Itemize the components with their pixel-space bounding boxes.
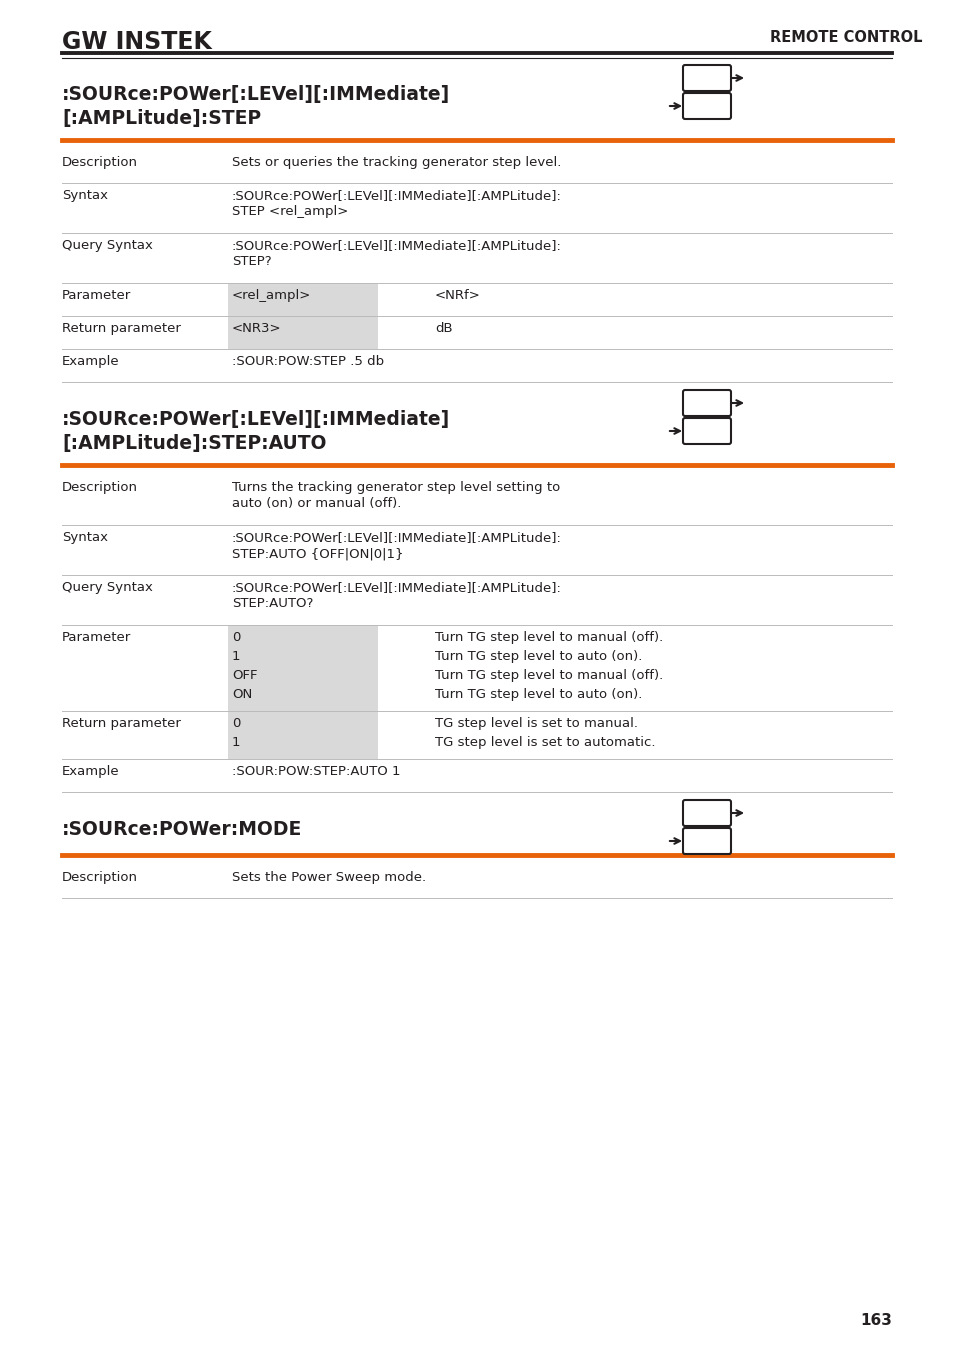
- Text: Example: Example: [62, 355, 119, 369]
- Text: Description: Description: [62, 871, 138, 884]
- Text: :SOURce:POWer[:LEVel][:IMMediate][:AMPLitude]:: :SOURce:POWer[:LEVel][:IMMediate][:AMPLi…: [232, 580, 561, 594]
- Text: [:AMPLitude]:STEP:AUTO: [:AMPLitude]:STEP:AUTO: [62, 433, 326, 454]
- Text: TG step level is set to automatic.: TG step level is set to automatic.: [435, 736, 655, 749]
- Text: STEP?: STEP?: [232, 255, 272, 269]
- Text: Example: Example: [62, 765, 119, 778]
- Text: Parameter: Parameter: [62, 289, 132, 302]
- Text: <rel_ampl>: <rel_ampl>: [232, 289, 311, 302]
- FancyBboxPatch shape: [682, 390, 730, 416]
- Text: <NRf>: <NRf>: [435, 289, 480, 302]
- Text: Query Syntax: Query Syntax: [62, 580, 152, 594]
- Text: Sets or queries the tracking generator step level.: Sets or queries the tracking generator s…: [232, 157, 560, 169]
- Text: Turn TG step level to auto (on).: Turn TG step level to auto (on).: [435, 649, 641, 663]
- Text: Turns the tracking generator step level setting to: Turns the tracking generator step level …: [232, 481, 559, 494]
- Text: Turn TG step level to manual (off).: Turn TG step level to manual (off).: [435, 630, 662, 644]
- Text: STEP:AUTO?: STEP:AUTO?: [232, 597, 313, 610]
- Text: GW INSTEK: GW INSTEK: [62, 30, 212, 54]
- FancyBboxPatch shape: [682, 801, 730, 826]
- Text: STEP:AUTO {OFF|ON|0|1}: STEP:AUTO {OFF|ON|0|1}: [232, 547, 403, 560]
- FancyBboxPatch shape: [682, 418, 730, 444]
- Text: Return parameter: Return parameter: [62, 717, 181, 730]
- Text: TG step level is set to manual.: TG step level is set to manual.: [435, 717, 638, 730]
- Text: [:AMPLitude]:STEP: [:AMPLitude]:STEP: [62, 109, 261, 128]
- Text: <NR3>: <NR3>: [232, 323, 281, 335]
- FancyBboxPatch shape: [682, 65, 730, 90]
- Text: Return parameter: Return parameter: [62, 323, 181, 335]
- Text: Parameter: Parameter: [62, 630, 132, 644]
- Text: :SOURce:POWer[:LEVel][:IMMediate]: :SOURce:POWer[:LEVel][:IMMediate]: [62, 410, 450, 429]
- Text: Query Syntax: Query Syntax: [62, 239, 152, 252]
- Text: dB: dB: [435, 323, 452, 335]
- Bar: [228, 316, 377, 350]
- FancyBboxPatch shape: [682, 828, 730, 855]
- Text: Sets the Power Sweep mode.: Sets the Power Sweep mode.: [232, 871, 426, 884]
- Text: 0: 0: [232, 630, 240, 644]
- Text: Syntax: Syntax: [62, 189, 108, 202]
- Text: Syntax: Syntax: [62, 531, 108, 544]
- Bar: [228, 284, 377, 316]
- Text: :SOUR:POW:STEP:AUTO 1: :SOUR:POW:STEP:AUTO 1: [232, 765, 400, 778]
- Text: auto (on) or manual (off).: auto (on) or manual (off).: [232, 497, 401, 510]
- Text: 1: 1: [232, 649, 240, 663]
- Text: Turn TG step level to auto (on).: Turn TG step level to auto (on).: [435, 688, 641, 701]
- Bar: [228, 625, 377, 711]
- FancyBboxPatch shape: [682, 93, 730, 119]
- Text: Turn TG step level to manual (off).: Turn TG step level to manual (off).: [435, 670, 662, 682]
- Text: :SOURce:POWer:MODE: :SOURce:POWer:MODE: [62, 819, 302, 838]
- Text: :SOURce:POWer[:LEVel][:IMMediate][:AMPLitude]:: :SOURce:POWer[:LEVel][:IMMediate][:AMPLi…: [232, 239, 561, 252]
- Text: STEP <rel_ampl>: STEP <rel_ampl>: [232, 205, 348, 217]
- Text: ON: ON: [232, 688, 252, 701]
- Text: :SOURce:POWer[:LEVel][:IMMediate][:AMPLitude]:: :SOURce:POWer[:LEVel][:IMMediate][:AMPLi…: [232, 531, 561, 544]
- Text: :SOURce:POWer[:LEVel][:IMMediate]: :SOURce:POWer[:LEVel][:IMMediate]: [62, 85, 450, 104]
- Text: 1: 1: [232, 736, 240, 749]
- Text: 0: 0: [232, 717, 240, 730]
- Text: Description: Description: [62, 481, 138, 494]
- Text: OFF: OFF: [232, 670, 257, 682]
- Text: :SOURce:POWer[:LEVel][:IMMediate][:AMPLitude]:: :SOURce:POWer[:LEVel][:IMMediate][:AMPLi…: [232, 189, 561, 202]
- Bar: [228, 711, 377, 759]
- Text: REMOTE CONTROL: REMOTE CONTROL: [769, 30, 922, 45]
- Text: 163: 163: [860, 1314, 891, 1328]
- Text: Description: Description: [62, 157, 138, 169]
- Text: :SOUR:POW:STEP .5 db: :SOUR:POW:STEP .5 db: [232, 355, 384, 369]
